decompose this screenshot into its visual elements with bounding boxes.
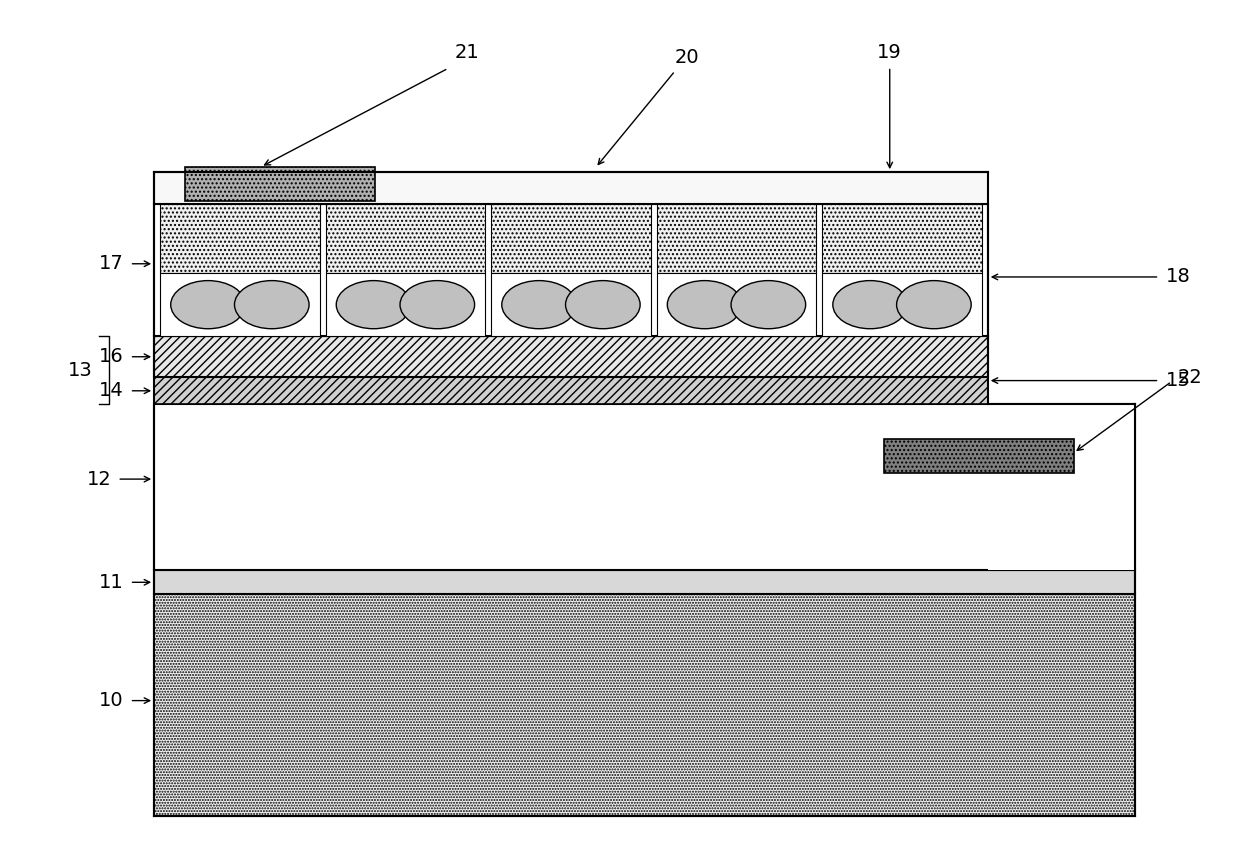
Ellipse shape [833,280,908,329]
Bar [160,273,320,336]
Ellipse shape [732,280,806,329]
Bar [154,594,1135,816]
Text: 22: 22 [1178,368,1203,387]
Bar [154,336,988,377]
Bar [154,405,1135,570]
Ellipse shape [667,280,742,329]
Bar [988,405,1135,570]
Ellipse shape [234,280,309,329]
Ellipse shape [336,280,410,329]
Bar [154,377,988,405]
Bar [822,273,982,336]
Text: 11: 11 [99,573,124,592]
Text: 13: 13 [68,361,93,380]
Bar [326,204,485,273]
Ellipse shape [502,280,577,329]
Text: 20: 20 [675,48,699,67]
Bar [185,167,374,201]
Bar [326,273,485,336]
Text: 15: 15 [1166,371,1190,390]
Bar [160,204,320,273]
Text: 17: 17 [99,254,124,273]
Text: 16: 16 [99,347,124,366]
Text: 14: 14 [99,381,124,400]
Text: 12: 12 [87,470,112,489]
Bar [657,204,816,273]
Ellipse shape [401,280,475,329]
Text: 19: 19 [878,43,903,62]
Bar [657,273,816,336]
Text: 21: 21 [454,43,479,62]
Bar [491,204,651,273]
Text: 18: 18 [1166,267,1190,286]
Bar [154,172,988,204]
Bar [884,439,1074,473]
Bar [154,570,1135,594]
Ellipse shape [171,280,246,329]
Ellipse shape [565,280,640,329]
Ellipse shape [897,280,971,329]
Bar [491,273,651,336]
Text: 10: 10 [99,691,124,710]
Bar [822,204,982,273]
Bar [154,204,988,336]
